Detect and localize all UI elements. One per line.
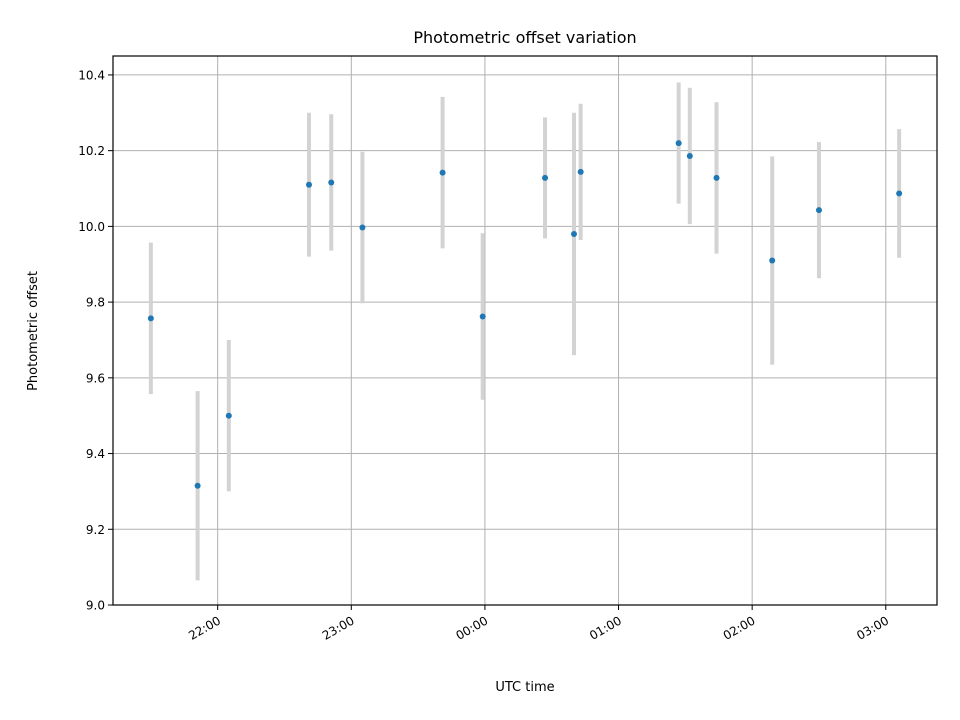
y-tick-label: 9.8 xyxy=(86,296,105,310)
data-point xyxy=(439,169,446,176)
data-point xyxy=(577,168,584,175)
data-point xyxy=(305,181,312,188)
data-point xyxy=(675,140,682,147)
y-tick-label: 9.2 xyxy=(86,523,105,537)
y-tick-label: 10.0 xyxy=(78,220,105,234)
x-axis-label: UTC time xyxy=(495,680,554,695)
data-point xyxy=(359,224,366,231)
y-tick-label: 10.4 xyxy=(78,68,105,82)
data-point xyxy=(896,190,903,197)
y-tick-label: 9.6 xyxy=(86,371,105,385)
y-tick-label: 10.2 xyxy=(78,144,105,158)
data-point xyxy=(225,412,232,419)
y-tick-label: 9.4 xyxy=(86,447,105,461)
data-point xyxy=(479,313,486,320)
chart-title: Photometric offset variation xyxy=(413,28,636,47)
data-points xyxy=(147,140,903,489)
y-tick-label: 9.0 xyxy=(86,599,105,613)
data-point xyxy=(686,152,693,159)
data-point xyxy=(769,257,776,264)
plot-frame xyxy=(112,55,938,606)
data-point xyxy=(542,174,549,181)
grid xyxy=(113,56,937,606)
data-point xyxy=(194,482,201,489)
data-point xyxy=(147,315,154,322)
data-point xyxy=(328,179,335,186)
data-point xyxy=(713,174,720,181)
data-point xyxy=(815,207,822,214)
y-axis-label: Photometric offset xyxy=(26,271,41,391)
data-point xyxy=(570,230,577,237)
